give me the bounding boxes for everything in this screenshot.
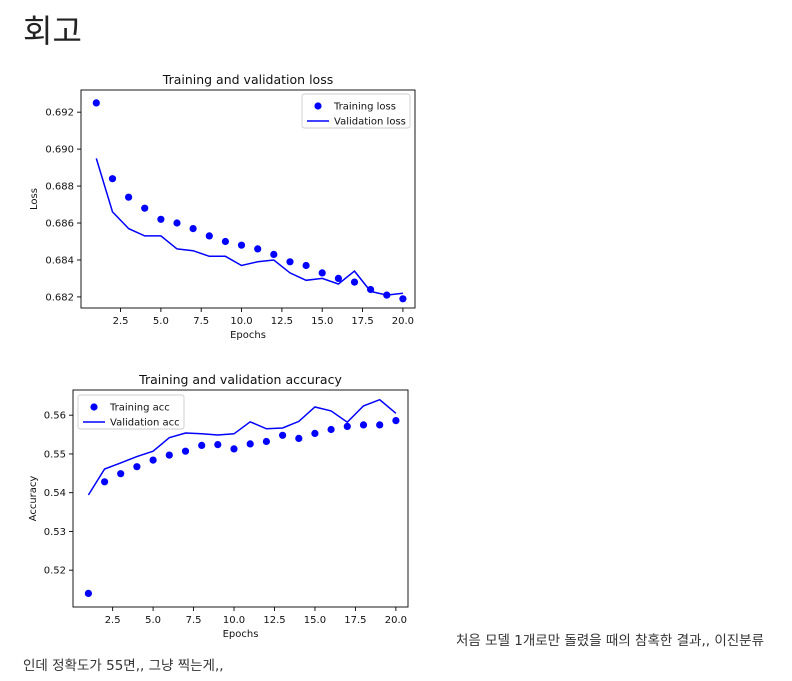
legend-label: Validation loss [334,117,406,128]
plot-frame [80,89,416,309]
legend-label: Training loss [333,102,396,113]
y-tick-label: 0.56 [44,411,66,422]
x-tick-label: 20.0 [392,316,414,327]
data-point [141,204,149,212]
data-point [311,429,319,437]
y-axis-label: Accuracy [28,476,39,522]
x-tick-label: 17.5 [351,316,373,327]
data-point [318,269,326,277]
chart-title: Training and validation loss [162,72,333,87]
y-tick-label: 0.55 [44,449,66,460]
data-point [198,441,206,449]
plot-frame [72,389,409,608]
legend-box [301,93,411,129]
legend-label: Training acc [109,403,170,414]
x-tick-label: 15.0 [304,615,326,626]
x-tick-label: 20.0 [385,615,407,626]
loss-chart: Training and validation loss 2.5 5.0 7.5 10.… [29,72,416,341]
series-line-validation-acc [87,398,397,496]
data-point [214,441,222,449]
data-point [392,417,400,425]
x-tick-label: 12.5 [263,615,285,626]
y-tick-label: 0.692 [45,108,74,119]
series-line-validation-loss [95,158,403,296]
x-tick-label: 7.5 [193,316,209,327]
y-tick-label: 0.52 [44,566,66,577]
x-tick-label: 17.5 [344,615,366,626]
y-axis-label: Loss [29,188,40,210]
data-point [279,431,287,439]
x-tick-label: 2.5 [105,615,121,626]
x-tick-label: 2.5 [113,316,129,327]
x-tick-label: 10.0 [230,316,252,327]
y-tick-label: 0.686 [45,219,74,230]
data-point [237,241,246,249]
data-point [359,421,368,429]
data-point [205,232,213,240]
data-point [165,451,173,459]
data-point [125,193,133,201]
data-point [376,421,384,429]
data-point [343,422,351,430]
x-axis-label: Epochs [230,330,266,341]
data-point [334,274,342,282]
accuracy-chart: Training and validation accuracy 2.5 5.0 7.… [28,372,409,640]
data-point [84,589,92,597]
y-tick-label: 0.688 [45,182,74,193]
data-point [286,258,294,266]
legend-box [77,394,185,430]
data-point [230,445,238,453]
y-tick-label: 0.54 [44,488,66,499]
data-point [295,434,303,442]
x-tick-label: 7.5 [186,615,202,626]
legend-dot-marker [314,102,322,110]
data-point [149,456,157,464]
data-point [173,219,181,227]
data-point [92,99,100,107]
data-point [157,215,165,223]
data-point [302,261,310,270]
data-point [327,425,335,434]
x-tick-label: 10.0 [223,615,245,626]
caption: 처음 모델 1개로만 돌렸을 때의 참혹한 결과,, 이진분류 인데 정확도가 … [23,629,768,679]
y-tick-label: 0.53 [44,527,66,538]
data-point [117,470,125,478]
data-point [270,250,278,258]
chart-title: Training and validation accuracy [138,372,342,387]
caption-line-2: 인데 정확도가 55면,, 그냥 찍는게,, [23,658,224,674]
x-tick-label: 12.5 [271,316,293,327]
data-point [399,295,407,303]
x-axis-label: Epochs [223,629,259,640]
legend-dot-marker [90,403,98,411]
caption-line-1: 처음 모델 1개로만 돌렸을 때의 참혹한 결과,, 이진분류 [455,633,764,649]
x-tick-label: 5.0 [145,615,161,626]
data-point [262,437,270,446]
data-point [221,237,229,246]
x-tick-label: 5.0 [153,316,169,327]
y-tick-label: 0.682 [45,292,74,303]
data-point [101,478,109,486]
y-tick-label: 0.690 [45,145,74,156]
data-point [181,447,190,455]
data-point [108,175,117,183]
page-title: 회고 [23,12,82,50]
data-point [254,245,262,253]
data-point [350,278,359,286]
y-tick-label: 0.684 [45,255,74,266]
data-point [246,440,254,448]
data-point [189,225,197,233]
legend-label: Validation acc [110,418,180,429]
data-point [133,463,141,471]
x-tick-label: 15.0 [311,316,333,327]
